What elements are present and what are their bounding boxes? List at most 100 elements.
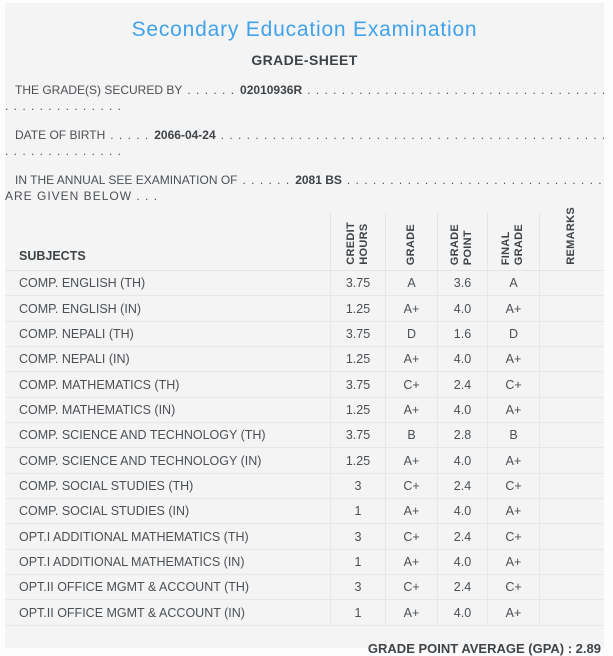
remarks-cell [539, 600, 604, 625]
grade-point-cell: 1.6 [437, 321, 487, 347]
subject-cell: OPT.I ADDITIONAL MATHEMATICS (IN) [19, 554, 245, 569]
grade-cell: A+ [385, 347, 437, 372]
subject-cell: COMP. SOCIAL STUDIES (IN) [19, 504, 190, 519]
dob-label: DATE OF BIRTH [15, 128, 106, 142]
dot-fill: . . . . . . . . . . . . . . . . . . . . … [220, 128, 604, 142]
column-header-grade: GRADE [385, 213, 437, 270]
final-grade-cell: C+ [487, 524, 539, 549]
exam-year-block: IN THE ANNUAL SEE EXAMINATION OF . . . .… [5, 173, 604, 203]
dot-leader: . . . . . . [242, 173, 291, 187]
remarks-cell [539, 524, 604, 549]
credit-hours-cell: 1.25 [330, 448, 385, 473]
final-grade-cell: A [487, 271, 539, 296]
dot-fill-line2: . . . . . . . . . . . . . . [5, 144, 123, 158]
column-header-final-grade: FINAL GRADE [487, 213, 539, 270]
credit-hours-cell: 3.75 [330, 423, 385, 448]
table-row: OPT.I ADDITIONAL MATHEMATICS (TH) 3 C+ 2… [5, 524, 604, 550]
table-row: COMP. ENGLISH (IN) 1.25 A+ 4.0 A+ [5, 296, 604, 322]
dot-leader: . . . . . . [187, 83, 236, 97]
gpa-summary: GRADE POINT AVERAGE (GPA) : 2.89 [367, 640, 601, 656]
remarks-cell [539, 549, 604, 575]
grade-cell: C+ [385, 372, 437, 397]
grade-cell: A+ [385, 296, 437, 321]
dot-fill: . . . . . . . . . . . . . . . . . . . . … [307, 83, 604, 97]
remarks-cell [539, 397, 604, 423]
credit-hours-cell: 1 [330, 600, 385, 625]
credit-hours-cell: 3 [330, 575, 385, 600]
grade-point-cell: 4.0 [437, 397, 487, 423]
grade-cell: B [385, 423, 437, 448]
remarks-cell [539, 321, 604, 347]
grade-point-cell: 4.0 [437, 600, 487, 625]
subject-cell: OPT.I ADDITIONAL MATHEMATICS (TH) [19, 529, 249, 544]
grade-point-cell: 4.0 [437, 448, 487, 473]
final-grade-cell: C+ [487, 372, 539, 397]
credit-hours-cell: 3.75 [330, 372, 385, 397]
table-row: COMP. NEPALI (IN) 1.25 A+ 4.0 A+ [5, 347, 604, 373]
grade-point-cell: 2.4 [437, 372, 487, 397]
are-given-below-text: ARE GIVEN BELOW . . . [5, 189, 159, 203]
column-header-subjects: SUBJECTS [19, 249, 86, 263]
credit-hours-cell: 3.75 [330, 321, 385, 347]
final-grade-cell: A+ [487, 600, 539, 625]
final-grade-cell: C+ [487, 575, 539, 600]
grade-cell: A+ [385, 397, 437, 423]
final-grade-cell: A+ [487, 448, 539, 473]
credit-hours-cell: 1 [330, 549, 385, 575]
table-row: COMP. SOCIAL STUDIES (TH) 3 C+ 2.4 C+ [5, 473, 604, 500]
table-row: COMP. SCIENCE AND TECHNOLOGY (TH) 3.75 B… [5, 423, 604, 449]
subject-cell: COMP. SCIENCE AND TECHNOLOGY (TH) [19, 428, 266, 443]
table-header-row: SUBJECTS CREDIT HOURS GRADE GRADE POINT … [5, 207, 604, 271]
dot-fill-line2: . . . . . . . . . . . . . . [5, 99, 123, 113]
table-row: COMP. ENGLISH (TH) 3.75 A 3.6 A [5, 271, 604, 297]
credit-hours-cell: 3.75 [330, 271, 385, 296]
grade-point-cell: 3.6 [437, 271, 487, 296]
grade-point-cell: 4.0 [437, 347, 487, 372]
subject-cell: OPT.II OFFICE MGMT & ACCOUNT (IN) [19, 605, 245, 620]
grade-cell: C+ [385, 473, 437, 499]
remarks-cell [539, 575, 604, 600]
grade-cell: C+ [385, 524, 437, 549]
table-row: COMP. SCIENCE AND TECHNOLOGY (IN) 1.25 A… [5, 448, 604, 474]
table-row: COMP. NEPALI (TH) 3.75 D 1.6 D [5, 321, 604, 348]
remarks-cell [539, 499, 604, 524]
subject-cell: COMP. MATHEMATICS (TH) [19, 377, 180, 392]
subject-cell: COMP. NEPALI (TH) [19, 326, 134, 341]
secured-by-line: THE GRADE(S) SECURED BY . . . . . . 0201… [5, 83, 604, 98]
final-grade-cell: A+ [487, 549, 539, 575]
final-grade-cell: A+ [487, 296, 539, 321]
grade-cell: D [385, 321, 437, 347]
remarks-cell [539, 473, 604, 499]
subject-cell: OPT.II OFFICE MGMT & ACCOUNT (TH) [19, 580, 250, 595]
final-grade-cell: A+ [487, 347, 539, 372]
final-grade-cell: B [487, 423, 539, 448]
grades-table: SUBJECTS CREDIT HOURS GRADE GRADE POINT … [5, 207, 604, 626]
grade-point-cell: 4.0 [437, 499, 487, 524]
table-row: OPT.I ADDITIONAL MATHEMATICS (IN) 1 A+ 4… [5, 549, 604, 576]
credit-hours-cell: 1.25 [330, 397, 385, 423]
table-row: OPT.II OFFICE MGMT & ACCOUNT (TH) 3 C+ 2… [5, 575, 604, 601]
subject-cell: COMP. ENGLISH (IN) [19, 301, 142, 316]
subject-cell: COMP. SOCIAL STUDIES (TH) [19, 478, 194, 493]
dob-line: DATE OF BIRTH . . . . . 2066-04-24 . . .… [5, 128, 604, 143]
subject-cell: COMP. SCIENCE AND TECHNOLOGY (IN) [19, 453, 262, 468]
exam-year-value: 2081 BS [295, 173, 342, 187]
grade-point-cell: 4.0 [437, 296, 487, 321]
grade-sheet-card: Secondary Education Examination GRADE-SH… [5, 3, 604, 656]
dot-fill: . . . . . . . . . . . . . . . . . . . . … [346, 173, 604, 187]
subject-cell: COMP. ENGLISH (TH) [19, 276, 146, 291]
grade-sheet-subtitle: GRADE-SHEET [251, 52, 358, 68]
credit-hours-cell: 1.25 [330, 347, 385, 372]
grade-point-cell: 2.4 [437, 473, 487, 499]
grade-point-cell: 2.8 [437, 423, 487, 448]
grade-cell: A+ [385, 499, 437, 524]
column-header-grade-point: GRADE POINT [437, 213, 487, 270]
dob-block: DATE OF BIRTH . . . . . 2066-04-24 . . .… [5, 128, 604, 158]
subject-cell: COMP. NEPALI (IN) [19, 352, 130, 367]
grade-point-cell: 4.0 [437, 549, 487, 575]
remarks-cell [539, 271, 604, 296]
dob-value: 2066-04-24 [154, 128, 216, 142]
remarks-cell [539, 347, 604, 372]
exam-year-line: IN THE ANNUAL SEE EXAMINATION OF . . . .… [5, 173, 604, 188]
grade-point-cell: 2.4 [437, 575, 487, 600]
